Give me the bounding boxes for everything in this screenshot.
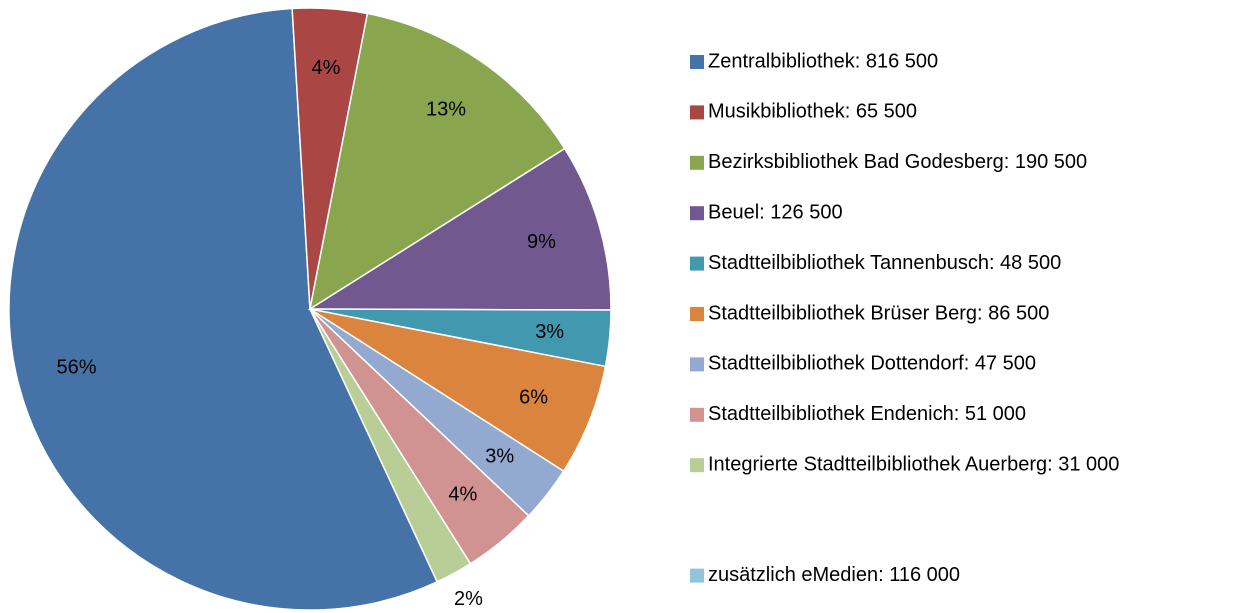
legend-swatch — [690, 307, 704, 321]
legend-label: Stadtteilbibliothek Dottendorf: 47 500 — [708, 353, 1036, 375]
legend-swatch — [690, 256, 704, 271]
data-label: 4% — [312, 57, 341, 79]
legend-swatch — [690, 155, 704, 170]
data-label: 3% — [535, 321, 564, 343]
legend-label: Bezirksbibliothek Bad Godesberg: 190 500 — [708, 151, 1087, 173]
legend-swatch — [690, 458, 704, 473]
data-label: 3% — [485, 446, 514, 468]
legend-swatch — [690, 55, 704, 69]
data-label: 56% — [57, 356, 97, 378]
pie-slice — [309, 308, 472, 583]
legend-swatch — [690, 357, 704, 372]
legend-swatch — [690, 568, 704, 583]
legend-label: Stadtteilbibliothek Brüser Berg: 86 500 — [708, 302, 1049, 324]
legend-label: Stadtteilbibliothek Tannenbusch: 48 500 — [708, 252, 1061, 274]
pie-slice — [307, 147, 612, 311]
data-label: 6% — [519, 387, 548, 409]
legend-label: Musikbibliothek: 65 500 — [708, 101, 917, 123]
data-label: 2% — [454, 588, 483, 610]
legend-swatch — [690, 407, 704, 422]
pie-slice — [308, 12, 566, 311]
legend-label: Zentralbibliothek: 816 500 — [708, 50, 938, 72]
legend-swatch — [690, 206, 704, 221]
data-label: 9% — [527, 231, 556, 253]
legend-swatch — [690, 105, 704, 120]
legend-label: zusätzlich eMedien: 116 000 — [708, 564, 960, 586]
legend-label: Integrierte Stadtteilbibliothek Auerberg… — [708, 453, 1119, 475]
pie-slice — [8, 7, 439, 611]
data-label: 13% — [426, 99, 466, 121]
legend-label: Stadtteilbibliothek Endenich: 51 000 — [708, 403, 1026, 425]
data-label: 4% — [448, 483, 477, 505]
legend-label: Beuel: 126 500 — [708, 201, 843, 223]
